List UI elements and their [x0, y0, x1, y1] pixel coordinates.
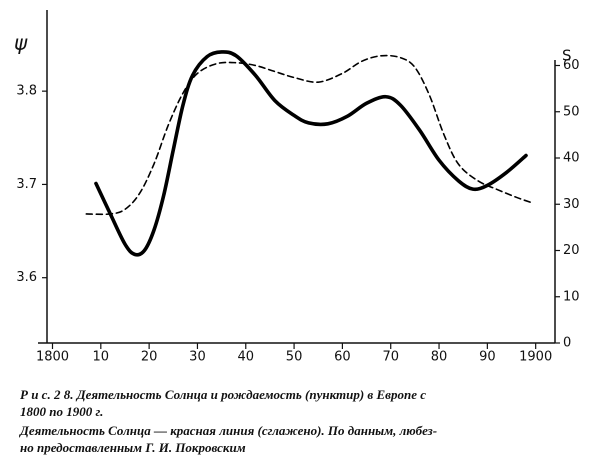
x-tick-label: 1800	[36, 350, 69, 365]
data-line	[85, 54, 532, 216]
x-tick-label: 10	[93, 350, 110, 365]
x-tick-label: 80	[431, 350, 448, 365]
x-tick-label: 50	[286, 350, 303, 365]
y-tick-label: 3.6	[16, 270, 37, 285]
y2-tick-label: 0	[563, 336, 571, 351]
y2-tick-label: 10	[563, 289, 580, 304]
y2-axis-label: S	[562, 47, 572, 65]
y2-tick-label: 30	[563, 197, 580, 212]
caption-line: Р и с. 2 8. Деятельность Солнца и рождае…	[20, 387, 426, 402]
x-tick-label: 70	[382, 350, 399, 365]
caption-line: 1800 по 1900 г.	[20, 404, 103, 419]
y2-tick-label: 20	[563, 243, 580, 258]
x-tick-label: 1900	[519, 350, 552, 365]
x-tick-label: 40	[237, 350, 254, 365]
y2-tick-label: 60	[563, 58, 580, 73]
y-tick-label: 3.7	[16, 177, 37, 192]
caption-line: Деятельность Солнца — красная линия (сгл…	[19, 423, 437, 438]
y2-tick-label: 50	[563, 104, 580, 119]
data-line	[94, 50, 528, 257]
y-tick-label: 3.8	[16, 84, 37, 99]
y2-tick-label: 40	[563, 151, 580, 166]
x-tick-label: 60	[334, 350, 351, 365]
caption-line: но предоставленным Г. И. Покровским	[20, 440, 246, 455]
y-axis-label: ψ	[14, 31, 28, 55]
x-tick-label: 90	[479, 350, 496, 365]
x-tick-label: 20	[141, 350, 158, 365]
x-tick-label: 30	[189, 350, 206, 365]
